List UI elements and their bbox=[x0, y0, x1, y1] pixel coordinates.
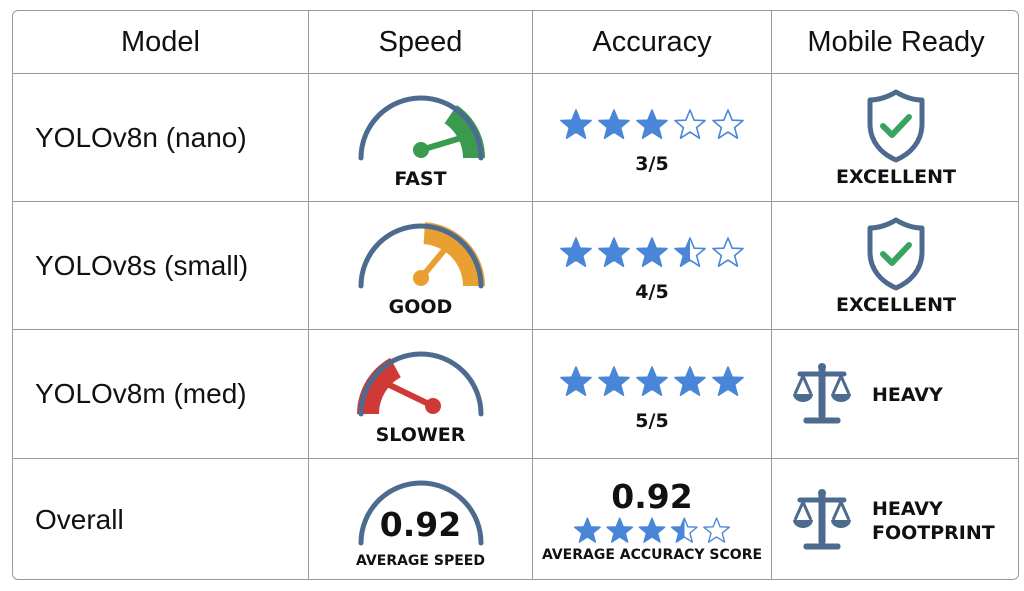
accuracy-label: 3/5 bbox=[635, 153, 669, 175]
speed-label: SLOWER bbox=[375, 424, 466, 446]
star-icon bbox=[598, 109, 630, 139]
mobile-label: HEAVY bbox=[872, 384, 943, 406]
speed-cell: FAST bbox=[308, 74, 532, 201]
shield-check-icon bbox=[867, 89, 925, 162]
star-icon bbox=[560, 365, 592, 396]
shield-check-icon bbox=[867, 217, 925, 290]
gauge-zone bbox=[444, 104, 485, 158]
model-name: YOLOv8n (nano) bbox=[35, 121, 247, 153]
header-mobile-label: Mobile Ready bbox=[807, 25, 985, 58]
star-icon bbox=[712, 109, 744, 139]
star-icon bbox=[674, 237, 706, 267]
mobile-label-line-2: FOOTPRINT bbox=[872, 522, 995, 544]
mobile-label: HEAVY FOOTPRINT bbox=[872, 497, 995, 545]
model-name: YOLOv8m (med) bbox=[35, 378, 247, 409]
model-name: Overall bbox=[35, 504, 124, 535]
accuracy-cell: 0.92 AVERAGE ACCURACY SCORE bbox=[532, 459, 771, 579]
star-icon bbox=[560, 109, 592, 139]
star-icon bbox=[712, 365, 744, 396]
average-accuracy-value: 0.92 bbox=[611, 477, 693, 516]
star-icon bbox=[670, 517, 698, 543]
speed-label: GOOD bbox=[388, 295, 453, 318]
star-icon bbox=[573, 517, 601, 543]
speed-gauge-icon bbox=[356, 351, 483, 417]
star-icon bbox=[638, 517, 666, 543]
accuracy-cell: 4/5 bbox=[532, 202, 771, 329]
header-mobile: Mobile Ready bbox=[771, 11, 1018, 73]
gauge-needle bbox=[377, 377, 436, 409]
model-cell: YOLOv8s (small) bbox=[13, 202, 308, 329]
star-rating bbox=[559, 365, 745, 398]
gauge-hub bbox=[412, 141, 429, 158]
header-accuracy-label: Accuracy bbox=[592, 25, 712, 58]
mobile-label: EXCELLENT bbox=[836, 293, 956, 316]
mobile-label-line-1: HEAVY bbox=[872, 498, 943, 520]
gauge-hub bbox=[424, 398, 441, 414]
accuracy-label: 5/5 bbox=[635, 409, 669, 432]
star-icon bbox=[703, 517, 731, 543]
mobile-cell: EXCELLENT bbox=[771, 74, 1018, 201]
star-icon bbox=[674, 365, 706, 396]
model-name: YOLOv8s (small) bbox=[35, 249, 249, 281]
table-row: YOLOv8m (med) SLOWER 5/5 HEAVY bbox=[13, 329, 1018, 458]
table-row: YOLOv8n (nano) FAST 3/5 EXCELLENT bbox=[13, 73, 1018, 201]
gauge-zone bbox=[356, 357, 401, 414]
model-cell: Overall bbox=[13, 459, 308, 579]
mobile-cell: HEAVY bbox=[771, 330, 1018, 458]
accuracy-label: AVERAGE ACCURACY SCORE bbox=[541, 547, 763, 563]
gauge-zone bbox=[423, 221, 485, 286]
star-icon bbox=[598, 365, 630, 396]
scale-icon bbox=[793, 489, 851, 550]
star-icon bbox=[712, 237, 744, 267]
header-model: Model bbox=[13, 11, 308, 73]
gauge-hub bbox=[412, 269, 429, 286]
header-model-label: Model bbox=[121, 25, 200, 58]
overall-row: Overall 0.92 AVERAGE SPEED 0.92 AVERAGE AC… bbox=[13, 458, 1018, 579]
header-row: Model Speed Accuracy Mobile Ready bbox=[13, 11, 1018, 73]
speed-label: AVERAGE SPEED bbox=[356, 553, 485, 569]
table-row: YOLOv8s (small) GOOD 4/5 EXCELLENT bbox=[13, 201, 1018, 329]
star-icon bbox=[636, 109, 668, 139]
accuracy-label: 4/5 bbox=[635, 281, 669, 303]
model-cell: YOLOv8m (med) bbox=[13, 330, 308, 458]
header-accuracy: Accuracy bbox=[532, 11, 771, 73]
star-rating bbox=[573, 516, 731, 544]
mobile-cell: HEAVY FOOTPRINT bbox=[771, 459, 1018, 579]
star-rating bbox=[559, 236, 745, 269]
star-icon bbox=[636, 237, 668, 267]
speed-cell: 0.92 AVERAGE SPEED bbox=[308, 459, 532, 579]
scale-icon bbox=[793, 363, 851, 424]
mobile-label: EXCELLENT bbox=[836, 165, 956, 188]
star-rating bbox=[559, 108, 745, 141]
header-speed: Speed bbox=[308, 11, 532, 73]
mobile-cell: EXCELLENT bbox=[771, 202, 1018, 329]
star-icon bbox=[598, 237, 630, 267]
star-icon bbox=[636, 365, 668, 396]
speed-gauge-icon bbox=[358, 221, 485, 288]
average-speed-value: 0.92 bbox=[379, 505, 462, 544]
star-icon bbox=[560, 237, 592, 267]
speed-gauge-icon bbox=[358, 480, 483, 546]
speed-cell: GOOD bbox=[308, 202, 532, 329]
accuracy-cell: 5/5 bbox=[532, 330, 771, 458]
gauge-needle bbox=[417, 132, 471, 153]
model-cell: YOLOv8n (nano) bbox=[13, 74, 308, 201]
speed-gauge-icon bbox=[358, 95, 485, 160]
speed-cell: SLOWER bbox=[308, 330, 532, 458]
header-speed-label: Speed bbox=[378, 25, 463, 58]
comparison-table: Model Speed Accuracy Mobile Ready YOLOv8… bbox=[12, 10, 1019, 580]
star-icon bbox=[674, 109, 706, 139]
star-icon bbox=[606, 517, 634, 543]
accuracy-cell: 3/5 bbox=[532, 74, 771, 201]
speed-label: FAST bbox=[394, 167, 447, 190]
